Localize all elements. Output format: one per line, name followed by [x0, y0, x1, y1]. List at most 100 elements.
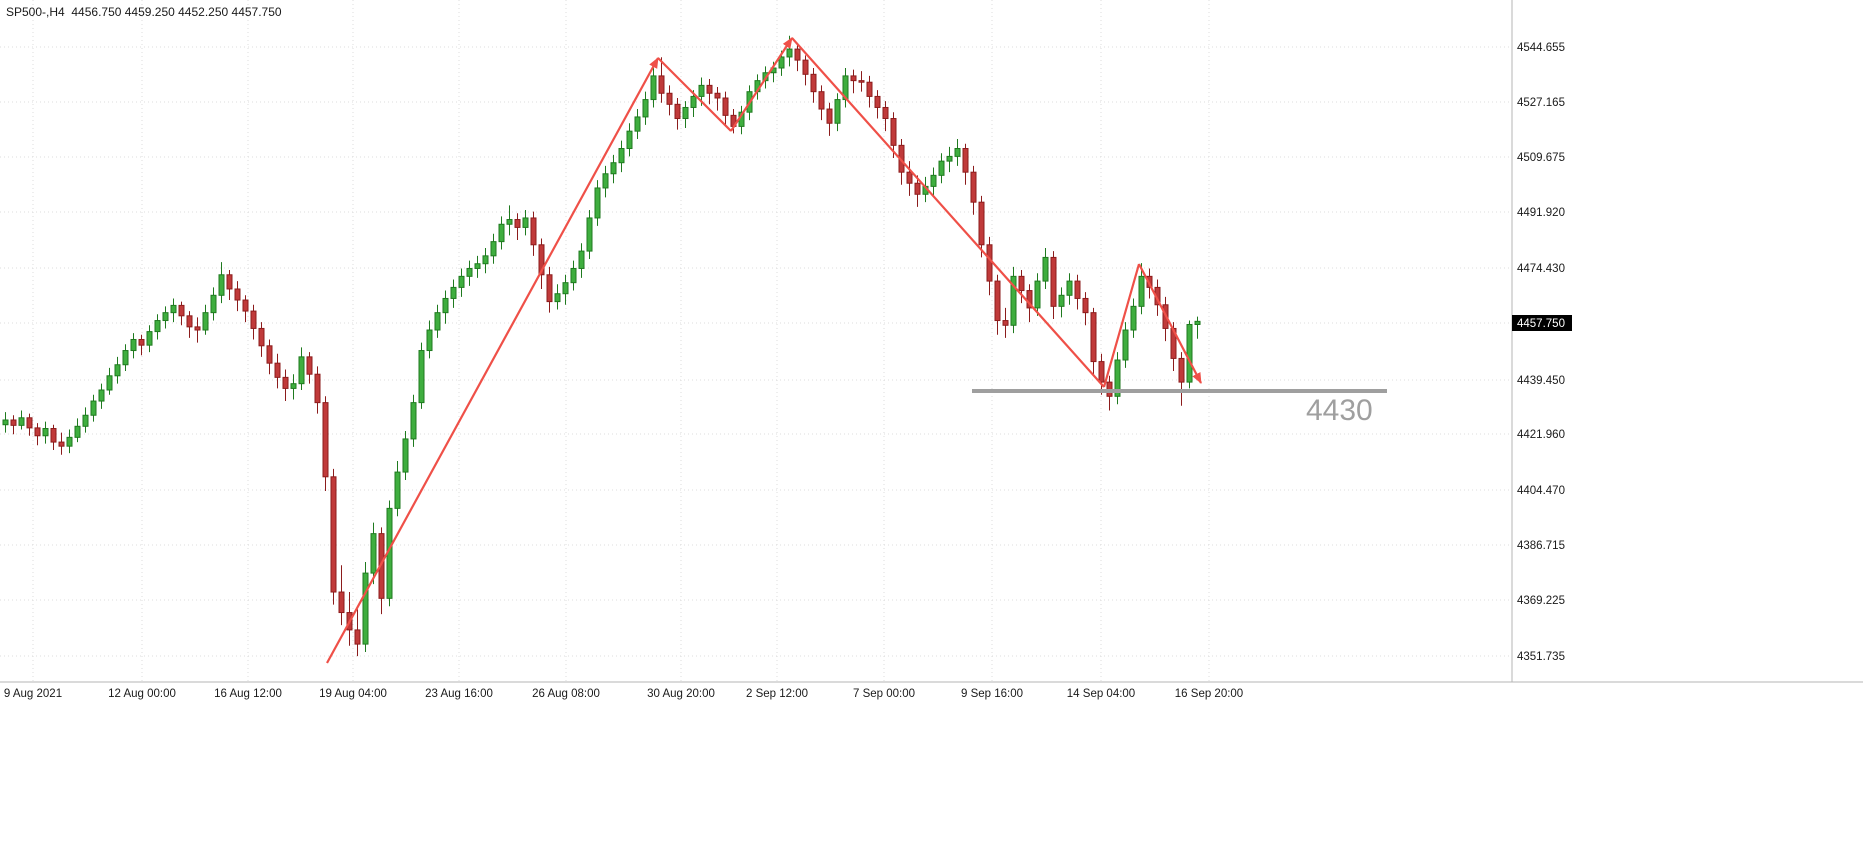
candle-down [962, 143, 969, 185]
candle-down [58, 432, 65, 455]
candle-up [1122, 322, 1129, 368]
candle-up [554, 284, 561, 310]
candle-up [1034, 273, 1041, 316]
candle-up [610, 154, 617, 184]
candle-up [98, 383, 105, 409]
candle-up [842, 68, 849, 108]
trend-arrow-segment[interactable] [326, 57, 659, 664]
candle-down [194, 317, 201, 343]
candle-down [314, 366, 321, 414]
candle-down [658, 57, 665, 103]
price-axis-label: 4404.470 [1517, 485, 1565, 497]
candle-up [218, 262, 225, 304]
candle-up [410, 394, 417, 447]
time-axis-label: 30 Aug 20:00 [647, 688, 715, 700]
candle-down [1178, 352, 1185, 406]
candle-up [122, 344, 129, 372]
price-axis-label: 4527.165 [1517, 97, 1565, 109]
candle-up [450, 279, 457, 308]
candle-up [1058, 287, 1065, 318]
candle-up [586, 210, 593, 259]
candle-down [242, 295, 249, 323]
candle-down [1106, 375, 1113, 411]
candle-up [578, 243, 585, 278]
candle-up [650, 68, 657, 108]
trend-arrow-segment[interactable] [730, 37, 793, 132]
candle-up [442, 290, 449, 324]
price-axis-label: 4369.225 [1517, 595, 1565, 607]
trend-arrow-segment[interactable] [1102, 263, 1141, 388]
candle-down [1074, 274, 1081, 310]
candle-down [266, 339, 273, 375]
time-axis[interactable]: 9 Aug 2021 12 Aug 00:00 16 Aug 12:00 19 Aug… [4, 688, 1243, 700]
candle-down [226, 270, 233, 301]
price-axis[interactable]: 4544.655 4527.165 4509.675 4491.920 4474.430… [1512, 42, 1572, 663]
candle-down [882, 101, 889, 132]
candle-down [994, 274, 1001, 335]
candle-up [930, 167, 937, 196]
candle-down [10, 415, 17, 435]
candle-down [970, 165, 977, 215]
candle-up [474, 255, 481, 278]
trend-arrow-segment[interactable] [1138, 263, 1202, 384]
candle-down [810, 68, 817, 103]
candle-down [1098, 353, 1105, 395]
trend-arrow-segment[interactable] [791, 37, 1105, 388]
candle-up [202, 304, 209, 335]
candle-down [858, 71, 865, 92]
candle-up [418, 342, 425, 409]
trend-arrow-segment[interactable] [657, 57, 732, 132]
candle-up [1114, 352, 1121, 405]
candle-up [362, 562, 369, 653]
candle-up [1194, 316, 1201, 339]
candle-down [258, 322, 265, 357]
candle-up [210, 287, 217, 321]
candle-down [322, 396, 329, 492]
candle-down [306, 352, 313, 384]
candle-up [1042, 247, 1049, 289]
candle-up [602, 165, 609, 198]
candle-down [666, 85, 673, 116]
chart-title: SP500-,H4 4456.750 4459.250 4452.250 445… [6, 5, 282, 19]
time-axis-label: 14 Sep 04:00 [1067, 688, 1135, 700]
candle-down [546, 266, 553, 313]
support-price-label: 4430 [1306, 394, 1373, 427]
candle-up [1130, 298, 1137, 338]
candle-up [290, 374, 297, 400]
candle-up [298, 347, 305, 390]
candle-up [458, 268, 465, 297]
candle-down [378, 527, 385, 615]
candle-up [1066, 273, 1073, 305]
current-price-label: 4457.750 [1517, 318, 1565, 330]
time-axis-label: 7 Sep 00:00 [853, 688, 915, 700]
current-price-tag [1512, 315, 1572, 331]
candle-down [530, 211, 537, 256]
candle-up [938, 153, 945, 184]
candle-down [538, 238, 545, 289]
candle-down [338, 565, 345, 626]
candle-up [114, 356, 121, 384]
candle-up [426, 320, 433, 359]
candle-down [866, 75, 873, 108]
trend-arrows-layer[interactable] [326, 37, 1202, 664]
candle-down [250, 304, 257, 340]
candle-down [1082, 292, 1089, 326]
candle-up [18, 410, 25, 430]
candle-down [722, 91, 729, 127]
candle-down [1090, 307, 1097, 375]
time-axis-label: 16 Sep 20:00 [1175, 688, 1243, 700]
candles-layer [2, 35, 1201, 657]
price-axis-label: 4509.675 [1517, 152, 1565, 164]
candle-up [522, 210, 529, 236]
candle-up [634, 109, 641, 140]
price-axis-label: 4474.430 [1517, 263, 1565, 275]
price-axis-label: 4544.655 [1517, 42, 1565, 54]
candle-up [562, 274, 569, 305]
candle-up [1138, 263, 1145, 315]
candle-up [594, 180, 601, 226]
price-axis-label: 4439.450 [1517, 375, 1565, 387]
candle-down [282, 369, 289, 402]
candle-down [714, 86, 721, 111]
candle-down [1018, 270, 1025, 304]
